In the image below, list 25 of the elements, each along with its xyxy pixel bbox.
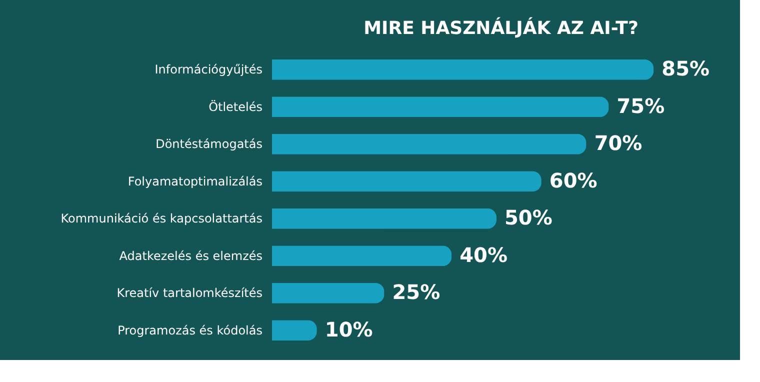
data-label: 75% <box>616 94 665 118</box>
bar <box>272 246 452 266</box>
y-tick-label: Kommunikáció és kapcsolattartás <box>60 212 262 226</box>
y-tick-label: Kreatív tartalomkészítés <box>116 286 262 300</box>
data-label: 25% <box>392 280 440 304</box>
y-tick-label: Ötletelés <box>208 100 262 114</box>
data-label: 50% <box>504 206 552 230</box>
bar <box>272 282 384 304</box>
bar <box>272 208 497 229</box>
y-tick-label: Döntéstámogatás <box>156 137 262 152</box>
data-label: 85% <box>662 56 710 81</box>
data-label: 10% <box>324 317 373 342</box>
y-tick-label: Programozás és kódolás <box>118 323 262 338</box>
bar <box>272 320 317 341</box>
y-tick-label: Információgyűjtés <box>154 62 262 77</box>
bar <box>272 171 542 192</box>
data-label: 70% <box>594 131 642 156</box>
y-tick-label: Adatkezelés és elemzés <box>119 248 262 263</box>
data-label: 40% <box>460 242 508 267</box>
bar <box>272 96 609 118</box>
chart-title: MIRE HASZNÁLJÁK AZ AI-T? <box>364 17 638 39</box>
bar <box>272 59 654 80</box>
data-label: 60% <box>549 168 598 192</box>
bar <box>272 134 586 154</box>
y-tick-label: Folyamatoptimalizálás <box>128 174 262 188</box>
